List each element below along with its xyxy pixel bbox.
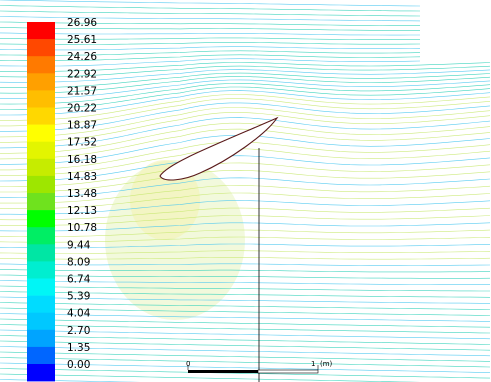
legend-label: 25.61 — [67, 34, 97, 46]
legend-label: 22.92 — [67, 68, 97, 80]
streamline — [0, 6, 490, 12]
legend-swatch — [27, 244, 55, 261]
legend-label: 13.48 — [67, 188, 97, 200]
streamline — [0, 0, 490, 7]
streamline — [0, 11, 490, 17]
streamline — [0, 47, 490, 50]
legend-label: 14.83 — [67, 171, 97, 183]
legend-swatch — [27, 227, 55, 244]
legend-swatch — [27, 73, 55, 90]
legend-label: 2.70 — [67, 325, 90, 337]
legend-swatch — [27, 125, 55, 142]
legend-label: 12.13 — [67, 205, 97, 217]
legend-label: 24.26 — [67, 51, 97, 63]
legend-label: 9.44 — [67, 239, 91, 251]
domain-notch — [420, 0, 491, 62]
legend-swatch — [27, 108, 55, 125]
legend-label: 20.22 — [67, 103, 97, 115]
legend-swatch — [27, 159, 55, 176]
legend-label: 1.35 — [67, 342, 90, 354]
legend-swatch — [27, 22, 55, 39]
scale-unit-label: (m) — [320, 360, 333, 368]
legend-swatch — [27, 56, 55, 73]
legend-label: 18.87 — [67, 120, 97, 132]
legend-swatch — [27, 330, 55, 347]
streamline — [0, 269, 490, 272]
legend-swatch — [27, 142, 55, 159]
scale-end-label: 1 — [311, 360, 315, 368]
legend-label: 10.78 — [67, 222, 97, 234]
legend-swatch — [27, 364, 55, 381]
legend-label: 8.09 — [67, 256, 90, 268]
legend-label: 5.39 — [67, 291, 90, 303]
legend-swatch — [27, 39, 55, 56]
legend-label: 17.52 — [67, 137, 97, 149]
legend-swatch — [27, 176, 55, 193]
legend-swatch — [27, 279, 55, 296]
scale-start-label: 0 — [186, 360, 190, 368]
legend-label: 6.74 — [67, 274, 91, 286]
color-legend: 26.96 25.61 24.26 22.92 21.57 20.22 18.87 17.52… — [27, 17, 97, 381]
legend-label: 21.57 — [67, 85, 97, 97]
legend-swatch — [27, 261, 55, 278]
legend-label: 26.96 — [67, 17, 97, 29]
legend-swatch — [27, 210, 55, 227]
legend-swatch — [27, 313, 55, 330]
legend-swatch — [27, 347, 55, 364]
legend-swatch — [27, 90, 55, 107]
legend-swatch — [27, 296, 55, 313]
legend-label: 16.18 — [67, 154, 97, 166]
legend-label: 0.00 — [67, 359, 90, 371]
high-velocity-region — [105, 160, 245, 320]
legend-label: 4.04 — [67, 308, 91, 320]
legend-swatch — [27, 193, 55, 210]
